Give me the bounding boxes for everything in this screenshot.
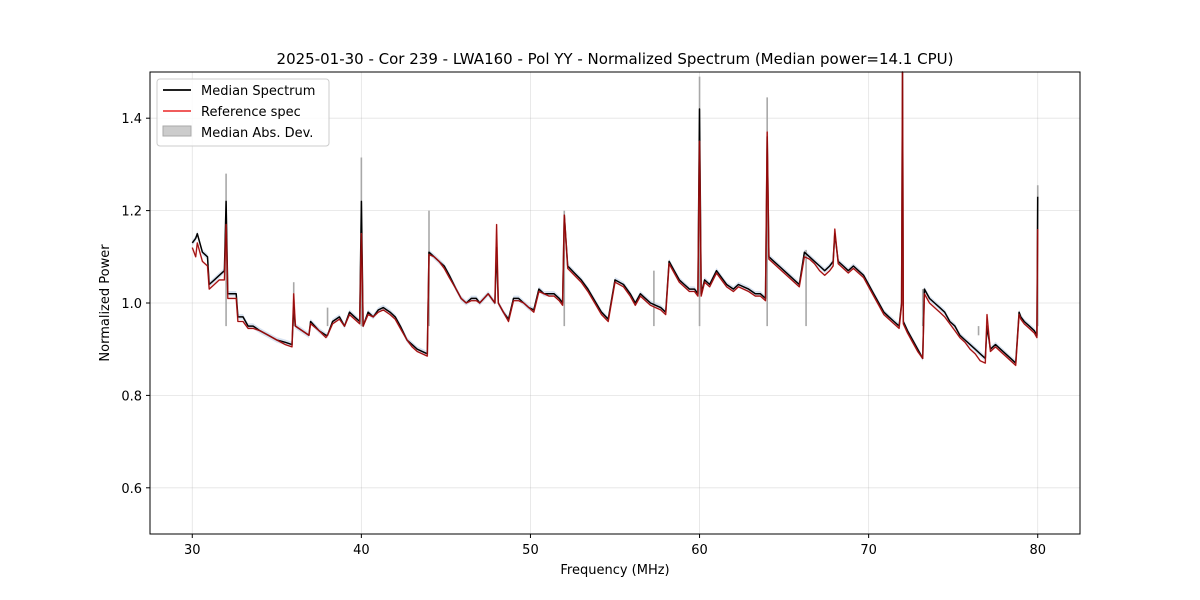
legend-label-median: Median Spectrum	[201, 84, 315, 99]
x-axis: 30 40 50 60 70 80	[184, 534, 1046, 558]
legend-box	[156, 78, 330, 147]
chart-title: 2025-01-30 - Cor 239 - LWA160 - Pol YY -…	[277, 50, 954, 68]
y-axis: 0.6 0.8 1.0 1.2 1.4	[121, 112, 150, 497]
x-tick-label: 30	[184, 543, 201, 558]
legend-swatch-mad	[162, 125, 192, 137]
overlap-line	[191, 71, 1039, 366]
y-tick-label: 0.6	[121, 482, 142, 497]
y-tick-label: 1.2	[121, 205, 142, 220]
series-lines-group	[191, 71, 1039, 367]
x-axis-label: Frequency (MHz)	[560, 563, 669, 578]
x-tick-label: 40	[353, 543, 370, 558]
grid-lines	[150, 72, 1080, 534]
legend-label-mad: Median Abs. Dev.	[201, 126, 313, 141]
y-tick-label: 1.4	[121, 112, 142, 127]
x-tick-label: 80	[1029, 543, 1046, 558]
x-tick-label: 50	[522, 543, 539, 558]
y-tick-label: 0.8	[121, 389, 142, 404]
legend-label-reference: Reference spec	[201, 105, 301, 120]
legend: Median Spectrum Reference spec Median Ab…	[156, 78, 330, 147]
x-tick-label: 60	[691, 543, 708, 558]
x-tick-label: 70	[860, 543, 877, 558]
y-tick-label: 1.0	[121, 297, 142, 312]
y-axis-label: Normalized Power	[98, 244, 113, 362]
